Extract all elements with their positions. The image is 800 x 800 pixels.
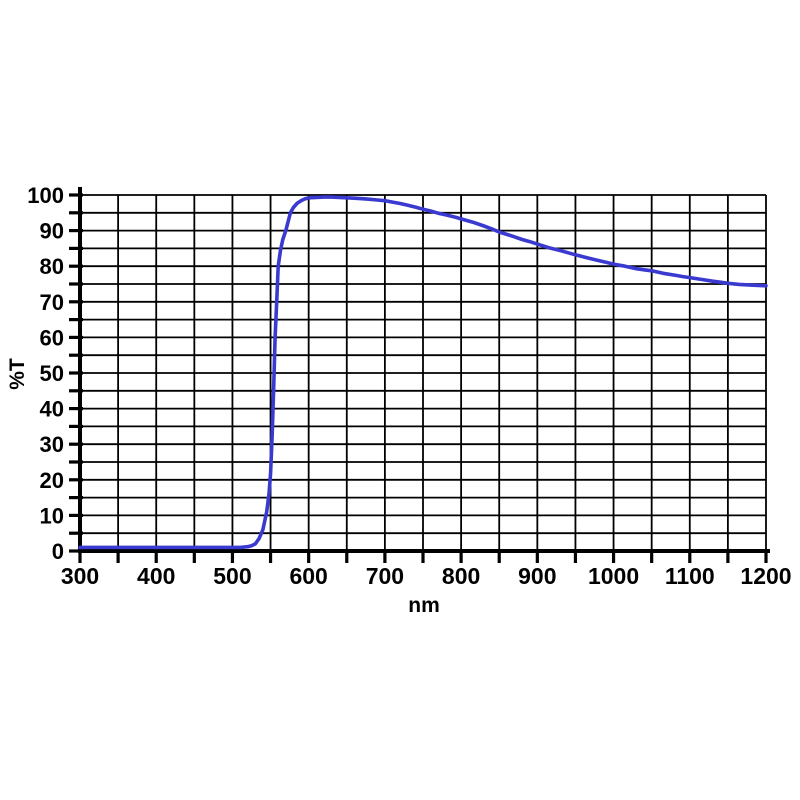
y-tick-label: 80 (40, 254, 64, 279)
y-tick-label: 60 (40, 325, 64, 350)
x-tick-label: 1000 (588, 563, 639, 589)
y-axis-title: %T (6, 358, 29, 390)
y-tick-label: 20 (40, 468, 64, 493)
x-tick-label: 400 (137, 563, 175, 589)
y-tick-label: 10 (40, 503, 64, 528)
x-tick-label: 500 (213, 563, 251, 589)
x-tick-label: 300 (61, 563, 99, 589)
y-tick-label: 0 (52, 539, 64, 564)
x-tick-label: 900 (518, 563, 556, 589)
x-axis-title: nm (408, 594, 440, 617)
x-tick-label: 700 (366, 563, 404, 589)
y-tick-label: 70 (40, 290, 64, 315)
y-tick-label: 100 (27, 183, 64, 208)
x-tick-label: 600 (289, 563, 327, 589)
data-curve (78, 195, 768, 550)
y-tick-label: 40 (40, 397, 64, 422)
x-tick-label: 1200 (740, 563, 791, 589)
y-tick-label: 30 (40, 432, 64, 457)
plot-area: 0 10 20 30 40 50 60 70 80 90 100 300 400 500 600 700 800… (27, 183, 791, 589)
x-tick-label: 800 (442, 563, 480, 589)
y-tick-label: 50 (40, 361, 64, 386)
y-tick-label: 90 (40, 219, 64, 244)
x-tick-label: 1100 (665, 563, 715, 589)
